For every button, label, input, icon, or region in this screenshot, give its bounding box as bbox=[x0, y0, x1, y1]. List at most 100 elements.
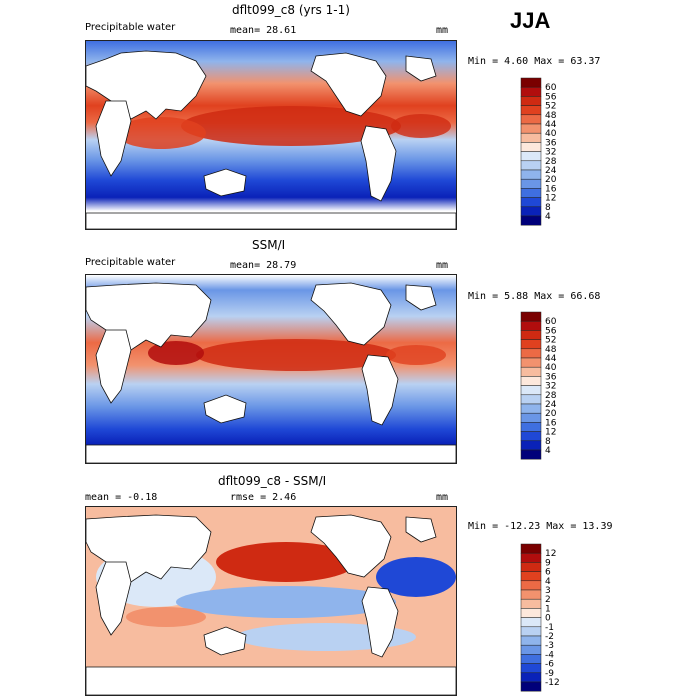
colorbar-swatch bbox=[520, 403, 542, 414]
colorbar-tick-label: 16 bbox=[545, 184, 557, 194]
colorbar-swatch bbox=[520, 348, 542, 359]
colorbar-swatch bbox=[520, 449, 542, 460]
colorbar-swatch bbox=[520, 644, 542, 655]
panel3-unit-label: mm bbox=[436, 492, 449, 503]
colorbar-swatch bbox=[520, 672, 542, 683]
colorbar-swatch bbox=[520, 422, 542, 432]
colorbar-swatch bbox=[520, 169, 542, 180]
colorbar-swatch bbox=[520, 77, 542, 88]
colorbar-swatch bbox=[520, 663, 542, 674]
colorbar-tick-label: 4 bbox=[545, 446, 551, 456]
colorbar-swatch bbox=[520, 123, 542, 134]
colorbar-tick-label: 8 bbox=[545, 203, 551, 213]
colorbar-swatch bbox=[520, 320, 542, 331]
panel3-rmse-label: rmse = 2.46 bbox=[230, 492, 297, 503]
colorbar-swatch bbox=[520, 142, 542, 152]
panel2-colorbar: 60 56 52 48 44 40 36 32 28 24 20 16 12 8 4 bbox=[520, 311, 571, 462]
colorbar-tick-label: 60 bbox=[545, 83, 557, 93]
colorbar-tick-label: 28 bbox=[545, 157, 557, 167]
season-label: JJA bbox=[510, 8, 551, 33]
colorbar-tick-label: 36 bbox=[545, 372, 557, 382]
colorbar-tick-label: 1 bbox=[545, 604, 551, 614]
colorbar-tick-label: 52 bbox=[545, 336, 556, 346]
colorbar-swatch bbox=[520, 357, 542, 368]
colorbar-tick-label: 56 bbox=[545, 326, 557, 336]
colorbar-swatch bbox=[520, 385, 542, 396]
panel3-map bbox=[85, 506, 457, 696]
panel3-title: dflt099_c8 - SSM/I bbox=[218, 474, 327, 488]
colorbar-tick-label: 44 bbox=[545, 354, 557, 364]
colorbar-swatch bbox=[520, 215, 542, 226]
colorbar-swatch bbox=[520, 562, 542, 572]
panel1-minmax-label: Min = 4.60 Max = 63.37 bbox=[468, 56, 601, 67]
panel2-map bbox=[85, 274, 457, 464]
colorbar-tick-label: 0 bbox=[545, 614, 551, 624]
colorbar-tick-label: 48 bbox=[545, 111, 557, 121]
colorbar-swatch bbox=[520, 580, 542, 591]
colorbar-tick-label: 9 bbox=[545, 558, 551, 568]
panel1-title: dflt099_c8 (yrs 1-1) bbox=[232, 3, 350, 17]
colorbar-swatch bbox=[520, 571, 542, 582]
colorbar-swatch bbox=[520, 86, 542, 97]
colorbar-swatch bbox=[520, 681, 542, 692]
panel3-minmax-label: Min = -12.23 Max = 13.39 bbox=[468, 521, 613, 532]
colorbar-swatch bbox=[520, 617, 542, 628]
colorbar-tick-label: 12 bbox=[545, 194, 556, 204]
colorbar-swatch bbox=[520, 311, 542, 322]
colorbar-swatch bbox=[520, 376, 542, 386]
colorbar-tick-label: 12 bbox=[545, 549, 556, 559]
colorbar-swatch bbox=[520, 339, 542, 350]
panel2-variable-label: Precipitable water bbox=[85, 257, 176, 268]
colorbar-tick-label: 40 bbox=[545, 129, 557, 139]
colorbar-swatch bbox=[520, 440, 542, 451]
colorbar-tick-label: 40 bbox=[545, 363, 557, 373]
colorbar-tick-label: 2 bbox=[545, 595, 551, 605]
colorbar-tick-label: 52 bbox=[545, 102, 556, 112]
colorbar-tick-label: 24 bbox=[545, 166, 557, 176]
colorbar-swatch bbox=[520, 132, 542, 143]
colorbar-tick-label: -1 bbox=[545, 623, 554, 633]
colorbar-swatch bbox=[520, 151, 542, 162]
panel1-map bbox=[85, 40, 457, 230]
panel2-unit-label: mm bbox=[436, 260, 449, 271]
colorbar-tick-label: -12 bbox=[545, 678, 560, 688]
colorbar-swatch bbox=[520, 197, 542, 208]
colorbar-swatch bbox=[520, 626, 542, 637]
colorbar-tick-label: 32 bbox=[545, 148, 556, 158]
colorbar-swatch bbox=[520, 96, 542, 106]
colorbar-tick-label: 8 bbox=[545, 437, 551, 447]
colorbar-tick-label: -2 bbox=[545, 632, 554, 642]
colorbar-tick-label: 4 bbox=[545, 577, 551, 587]
colorbar-swatch bbox=[520, 160, 542, 171]
colorbar-tick-label: 16 bbox=[545, 418, 557, 428]
colorbar-swatch bbox=[520, 412, 542, 423]
colorbar-tick-label: -9 bbox=[545, 669, 554, 679]
colorbar-tick-label: -3 bbox=[545, 641, 554, 651]
colorbar-swatch bbox=[520, 105, 542, 116]
panel2-minmax-label: Min = 5.88 Max = 66.68 bbox=[468, 291, 601, 302]
colorbar-swatch bbox=[520, 366, 542, 377]
colorbar-tick-label: 32 bbox=[545, 382, 556, 392]
panel1-variable-label: Precipitable water bbox=[85, 22, 176, 33]
colorbar-tick-label: 20 bbox=[545, 175, 557, 185]
panel2-mean-label: mean= 28.79 bbox=[230, 260, 297, 271]
colorbar-swatch bbox=[520, 394, 542, 405]
colorbar-swatch bbox=[520, 635, 542, 646]
colorbar-tick-label: 48 bbox=[545, 345, 557, 355]
colorbar-swatch bbox=[520, 543, 542, 554]
panel3-mean-label: mean = -0.18 bbox=[85, 492, 158, 503]
colorbar-swatch bbox=[520, 178, 542, 189]
panel2-title: SSM/I bbox=[252, 238, 286, 252]
colorbar-tick-label: 24 bbox=[545, 400, 557, 410]
colorbar-tick-label: 3 bbox=[545, 586, 551, 596]
colorbar-swatch bbox=[520, 431, 542, 442]
colorbar-swatch bbox=[520, 552, 542, 563]
colorbar-tick-label: 28 bbox=[545, 391, 557, 401]
colorbar-tick-label: -4 bbox=[545, 650, 554, 660]
colorbar-swatch bbox=[520, 608, 542, 618]
colorbar-tick-label: 56 bbox=[545, 92, 557, 102]
colorbar-swatch bbox=[520, 114, 542, 125]
